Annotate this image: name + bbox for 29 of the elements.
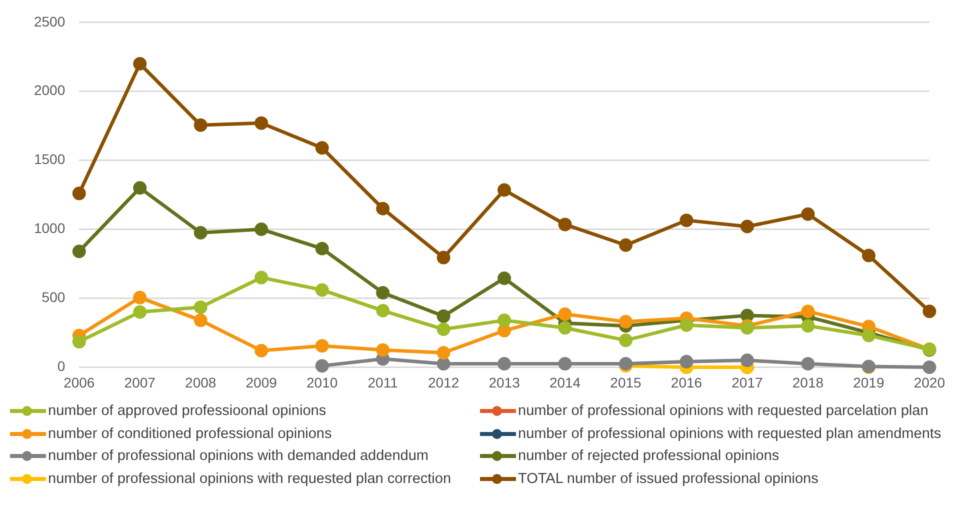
x-tick-label: 2015 <box>610 374 642 390</box>
legend-label: number of approved professioonal opinions <box>48 403 326 420</box>
x-tick-label: 2008 <box>185 374 216 390</box>
x-tick-label: 2006 <box>64 374 95 390</box>
x-tick-label: 2018 <box>792 374 824 390</box>
x-tick-label: 2010 <box>306 374 338 390</box>
x-tick-label: 2014 <box>549 374 581 390</box>
legend-label: TOTAL number of issued professional opinions <box>518 470 818 487</box>
x-tick-label: 2013 <box>488 374 520 390</box>
legend-label: number of professional opinions with demanded addendum <box>48 448 428 464</box>
legend-label: number of professional opinions with requested plan correction <box>48 470 452 487</box>
y-tick-label: 2500 <box>34 13 66 30</box>
y-tick-label: 1500 <box>34 151 66 168</box>
x-tick-label: 2020 <box>914 374 946 390</box>
legend-label: number of rejected professional opinions <box>518 448 780 464</box>
x-tick-label: 2019 <box>853 374 884 390</box>
y-tick-label: 2000 <box>34 82 66 98</box>
legend-label: number of professional opinions with requested plan amendments <box>518 426 942 442</box>
x-tick-label: 2009 <box>246 374 278 390</box>
x-tick-label: 2012 <box>428 374 460 390</box>
y-tick-label: 0 <box>57 358 66 374</box>
y-tick-label: 1000 <box>34 220 66 236</box>
x-tick-label: 2017 <box>732 374 764 390</box>
x-tick-label: 2007 <box>124 374 156 390</box>
x-tick-label: 2011 <box>368 374 398 390</box>
legend-label: number of professional opinions with requested parcelation plan <box>518 403 928 420</box>
x-tick-label: 2016 <box>670 374 702 390</box>
legend-label: number of conditioned professional opinions <box>48 426 332 442</box>
y-tick-label: 500 <box>42 289 66 306</box>
